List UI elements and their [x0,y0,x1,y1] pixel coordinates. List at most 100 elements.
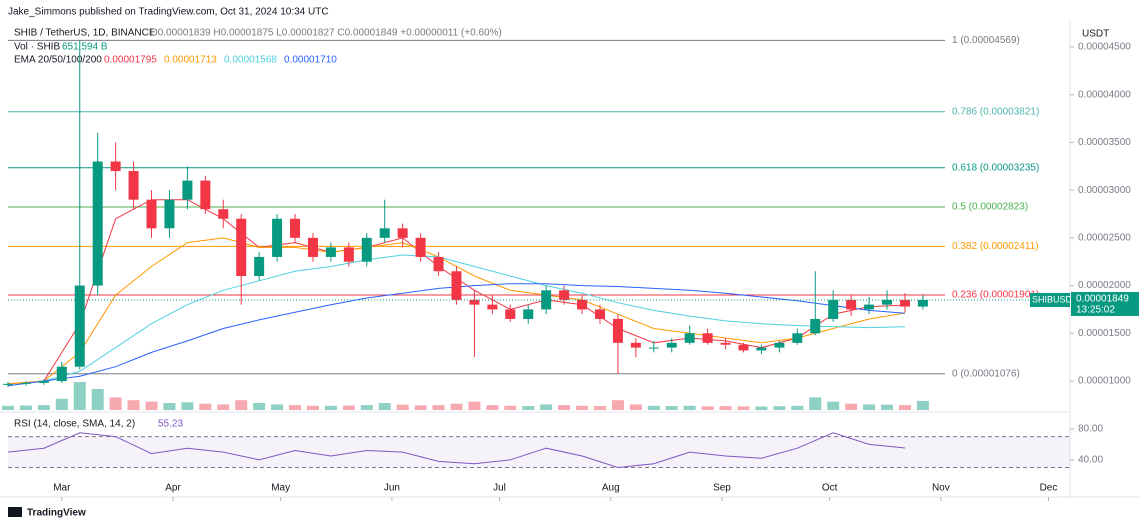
volume-bar [845,403,858,410]
candle-body [110,161,121,172]
candle-body [720,342,731,345]
volume-bar [109,397,122,410]
volume-bar [647,405,660,410]
symbol-tag [1030,292,1070,307]
candle-body [3,383,13,385]
x-tick-label: Oct [822,483,838,494]
rsi-tick-label: 40.00 [1078,454,1103,465]
y-tick-label: 0.00002000 [1078,280,1131,291]
volume-bar [37,405,50,410]
publisher: Jake_Simmons published on TradingView.co… [8,7,329,18]
candle-body [523,309,534,319]
y-tick-label: 0.00003000 [1078,185,1131,196]
volume-bar [181,402,194,410]
ema-value: 0.00001568 [224,55,277,66]
x-tick-label: Nov [932,483,950,494]
candle-body [882,299,893,305]
volume-bar [217,404,230,410]
candle-body [218,209,229,219]
rsi-band [8,436,1070,468]
x-tick-label: Mar [53,483,71,494]
candle-body [612,318,623,343]
volume-bar [755,406,768,410]
candle-body [379,228,390,238]
fib-label: 0.618 (0.00003235) [952,162,1039,173]
price-tag-label: 0.00001849 [1076,294,1129,305]
rsi-tick-label: 80.00 [1078,424,1103,435]
candle-body [469,299,480,305]
x-tick-label: Apr [165,483,181,494]
volume-bar [289,405,302,410]
brand: TradingView [27,508,86,519]
candle-body [684,333,695,343]
price-tag [1071,291,1139,316]
volume-bar [558,405,571,410]
y-tick-label: 0.00004500 [1078,42,1131,53]
volume-bar [719,406,732,410]
x-tick-label: Jul [493,483,506,494]
candle-body [290,218,301,238]
candle-body [899,299,910,307]
candle-body [505,309,516,319]
volume-bar [127,400,140,410]
fib-label: 0.786 (0.00003821) [952,106,1039,117]
volume-bar [199,403,212,410]
x-tick-label: Dec [1040,483,1058,494]
volume-bar [360,405,373,410]
candle-body [756,347,767,351]
fib-label: 1 (0.00004569) [952,35,1020,46]
rsi-value: 55.23 [158,419,183,430]
candle-body [361,237,372,262]
volume-bar [271,404,284,410]
candle-body [307,237,318,257]
fib-label: 0 (0.00001076) [952,368,1020,379]
fib-label: 0.236 (0.00001901) [952,290,1039,301]
rsi-line [7,432,906,469]
logo [8,507,22,517]
candle-body [864,304,875,310]
candle-body [792,333,803,343]
candle-body [92,161,103,286]
candle-body [397,228,408,238]
candle-body [254,256,265,277]
candle-body [541,290,552,310]
axis-unit: USDT [1082,29,1109,40]
volume-bar [414,405,427,410]
x-tick-label: Sep [713,483,731,494]
volume-bar [91,389,104,410]
volume-bar [145,401,158,410]
fib-label: 0.382 (0.00002411) [952,241,1039,252]
symbol-tag-label: SHIBUSDT [1032,294,1078,304]
x-tick-label: May [271,483,290,494]
volume-bar [396,404,409,410]
candle-body [774,342,785,348]
volume-bar [701,406,714,410]
ema-line [7,237,906,385]
candle-body [272,218,283,257]
volume-bar [504,405,517,410]
countdown: 13:25:02 [1076,305,1115,316]
volume-label: Vol · SHIB [14,42,60,53]
volume-bar [809,397,822,410]
volume-bar [737,406,750,410]
candle-body [828,299,839,319]
candle-body [415,237,426,257]
volume-bar [916,400,929,410]
volume-bar [773,406,786,410]
volume-bar [163,403,176,410]
ema-label: EMA 20/50/100/200 [14,55,102,66]
candle-body [182,180,193,200]
volume-bar [2,405,14,410]
rsi-label: RSI (14, close, SMA, 14, 2) [14,419,135,430]
volume-bar [342,405,355,410]
symbol: SHIB / TetherUS, 1D, BINANCE [14,28,156,39]
candle-body [343,247,354,262]
candle-body [594,309,605,319]
candle-body [164,199,175,229]
volume-bar [432,405,445,410]
volume-bar [19,405,32,410]
volume-bar [522,406,535,410]
volume-bar [665,406,678,410]
candle-body [917,299,928,307]
